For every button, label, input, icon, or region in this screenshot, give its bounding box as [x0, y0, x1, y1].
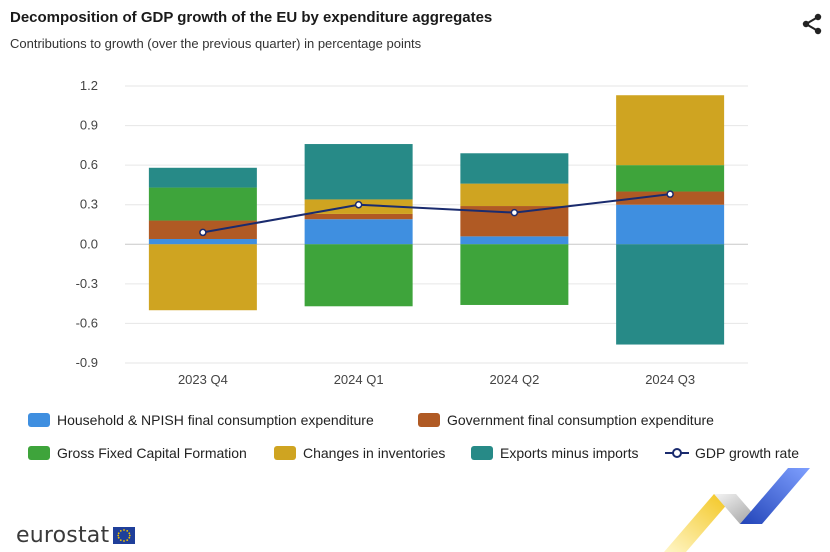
bar-segment[interactable]	[148, 187, 257, 221]
chart-area: 1.2 0.9 0.6 0.3 0.0 -0.3 -0.6 -0.9 2023 Q4 2024 Q…	[76, 78, 748, 387]
legend-item-household[interactable]: Household & NPISH final consumption expe…	[28, 412, 374, 428]
y-tick-label: -0.3	[76, 276, 98, 291]
y-tick-label: 0.9	[80, 118, 98, 133]
legend-item-inventories[interactable]: Changes in inventories	[274, 445, 445, 461]
bar-segment[interactable]	[616, 191, 725, 205]
bar-segment[interactable]	[304, 213, 413, 220]
y-tick-label: 1.2	[80, 78, 98, 93]
legend-swatch-gfcf	[28, 446, 50, 460]
bar-segment[interactable]	[304, 244, 413, 307]
y-tick-label: -0.6	[76, 315, 98, 330]
bar-segment[interactable]	[460, 236, 569, 245]
bar-segment[interactable]	[616, 165, 725, 192]
chart-subtitle: Contributions to growth (over the previo…	[10, 36, 422, 51]
gdp-growth-point[interactable]	[666, 190, 674, 198]
legend-label-inventories: Changes in inventories	[303, 445, 446, 461]
legend-swatch-exports	[471, 446, 493, 460]
gdp-growth-point[interactable]	[354, 200, 363, 209]
bar-segment[interactable]	[460, 153, 569, 184]
legend-item-gdp[interactable]: GDP growth rate	[665, 445, 799, 461]
legend-item-exports[interactable]: Exports minus imports	[471, 445, 638, 461]
bar-segment[interactable]	[616, 204, 725, 245]
y-tick-label: -0.9	[76, 355, 98, 370]
chart-title: Decomposition of GDP growth of the EU by…	[10, 9, 493, 26]
x-tick-label: 2024 Q3	[645, 372, 695, 387]
legend-label-gdp: GDP growth rate	[695, 445, 800, 461]
legend-label-household: Household & NPISH final consumption expe…	[57, 412, 374, 428]
y-tick-label: 0.3	[80, 197, 98, 212]
x-tick-label: 2024 Q2	[489, 372, 539, 387]
y-tick-label: 0.6	[80, 157, 98, 172]
legend-label-government: Government final consumption expenditure	[447, 412, 714, 428]
legend-label-exports: Exports minus imports	[500, 445, 639, 461]
bar-segment[interactable]	[148, 239, 257, 245]
eurostat-logo[interactable]: eurostat	[16, 523, 136, 548]
bar-segment[interactable]	[304, 219, 413, 245]
gdp-growth-point[interactable]	[199, 228, 207, 237]
legend-swatch-government	[418, 413, 440, 427]
y-tick-label: 0.0	[80, 236, 98, 251]
bar-segment[interactable]	[148, 167, 257, 188]
bar-segment[interactable]	[304, 144, 413, 200]
logo-text: eurostat	[16, 523, 110, 548]
legend-swatch-household	[28, 413, 50, 427]
legend-swatch-gdp	[665, 448, 689, 458]
bar-segment[interactable]	[148, 244, 257, 311]
bar-segment[interactable]	[616, 95, 725, 166]
eu-flag-icon	[113, 527, 136, 544]
x-tick-label: 2023 Q4	[178, 372, 228, 387]
bar-segment[interactable]	[460, 244, 569, 305]
legend-item-gfcf[interactable]: Gross Fixed Capital Formation	[28, 445, 247, 461]
legend-label-gfcf: Gross Fixed Capital Formation	[57, 445, 247, 461]
gdp-growth-point[interactable]	[510, 208, 519, 217]
x-tick-label: 2024 Q1	[334, 372, 384, 387]
bar-segment[interactable]	[460, 183, 569, 207]
legend-swatch-inventories	[274, 446, 296, 460]
bar-segment[interactable]	[616, 244, 725, 345]
decorative-ribbon-graphic	[664, 468, 810, 552]
gdp-growth-line	[202, 193, 671, 234]
legend-item-government[interactable]: Government final consumption expenditure	[418, 412, 714, 428]
share-icon[interactable]	[800, 12, 824, 36]
